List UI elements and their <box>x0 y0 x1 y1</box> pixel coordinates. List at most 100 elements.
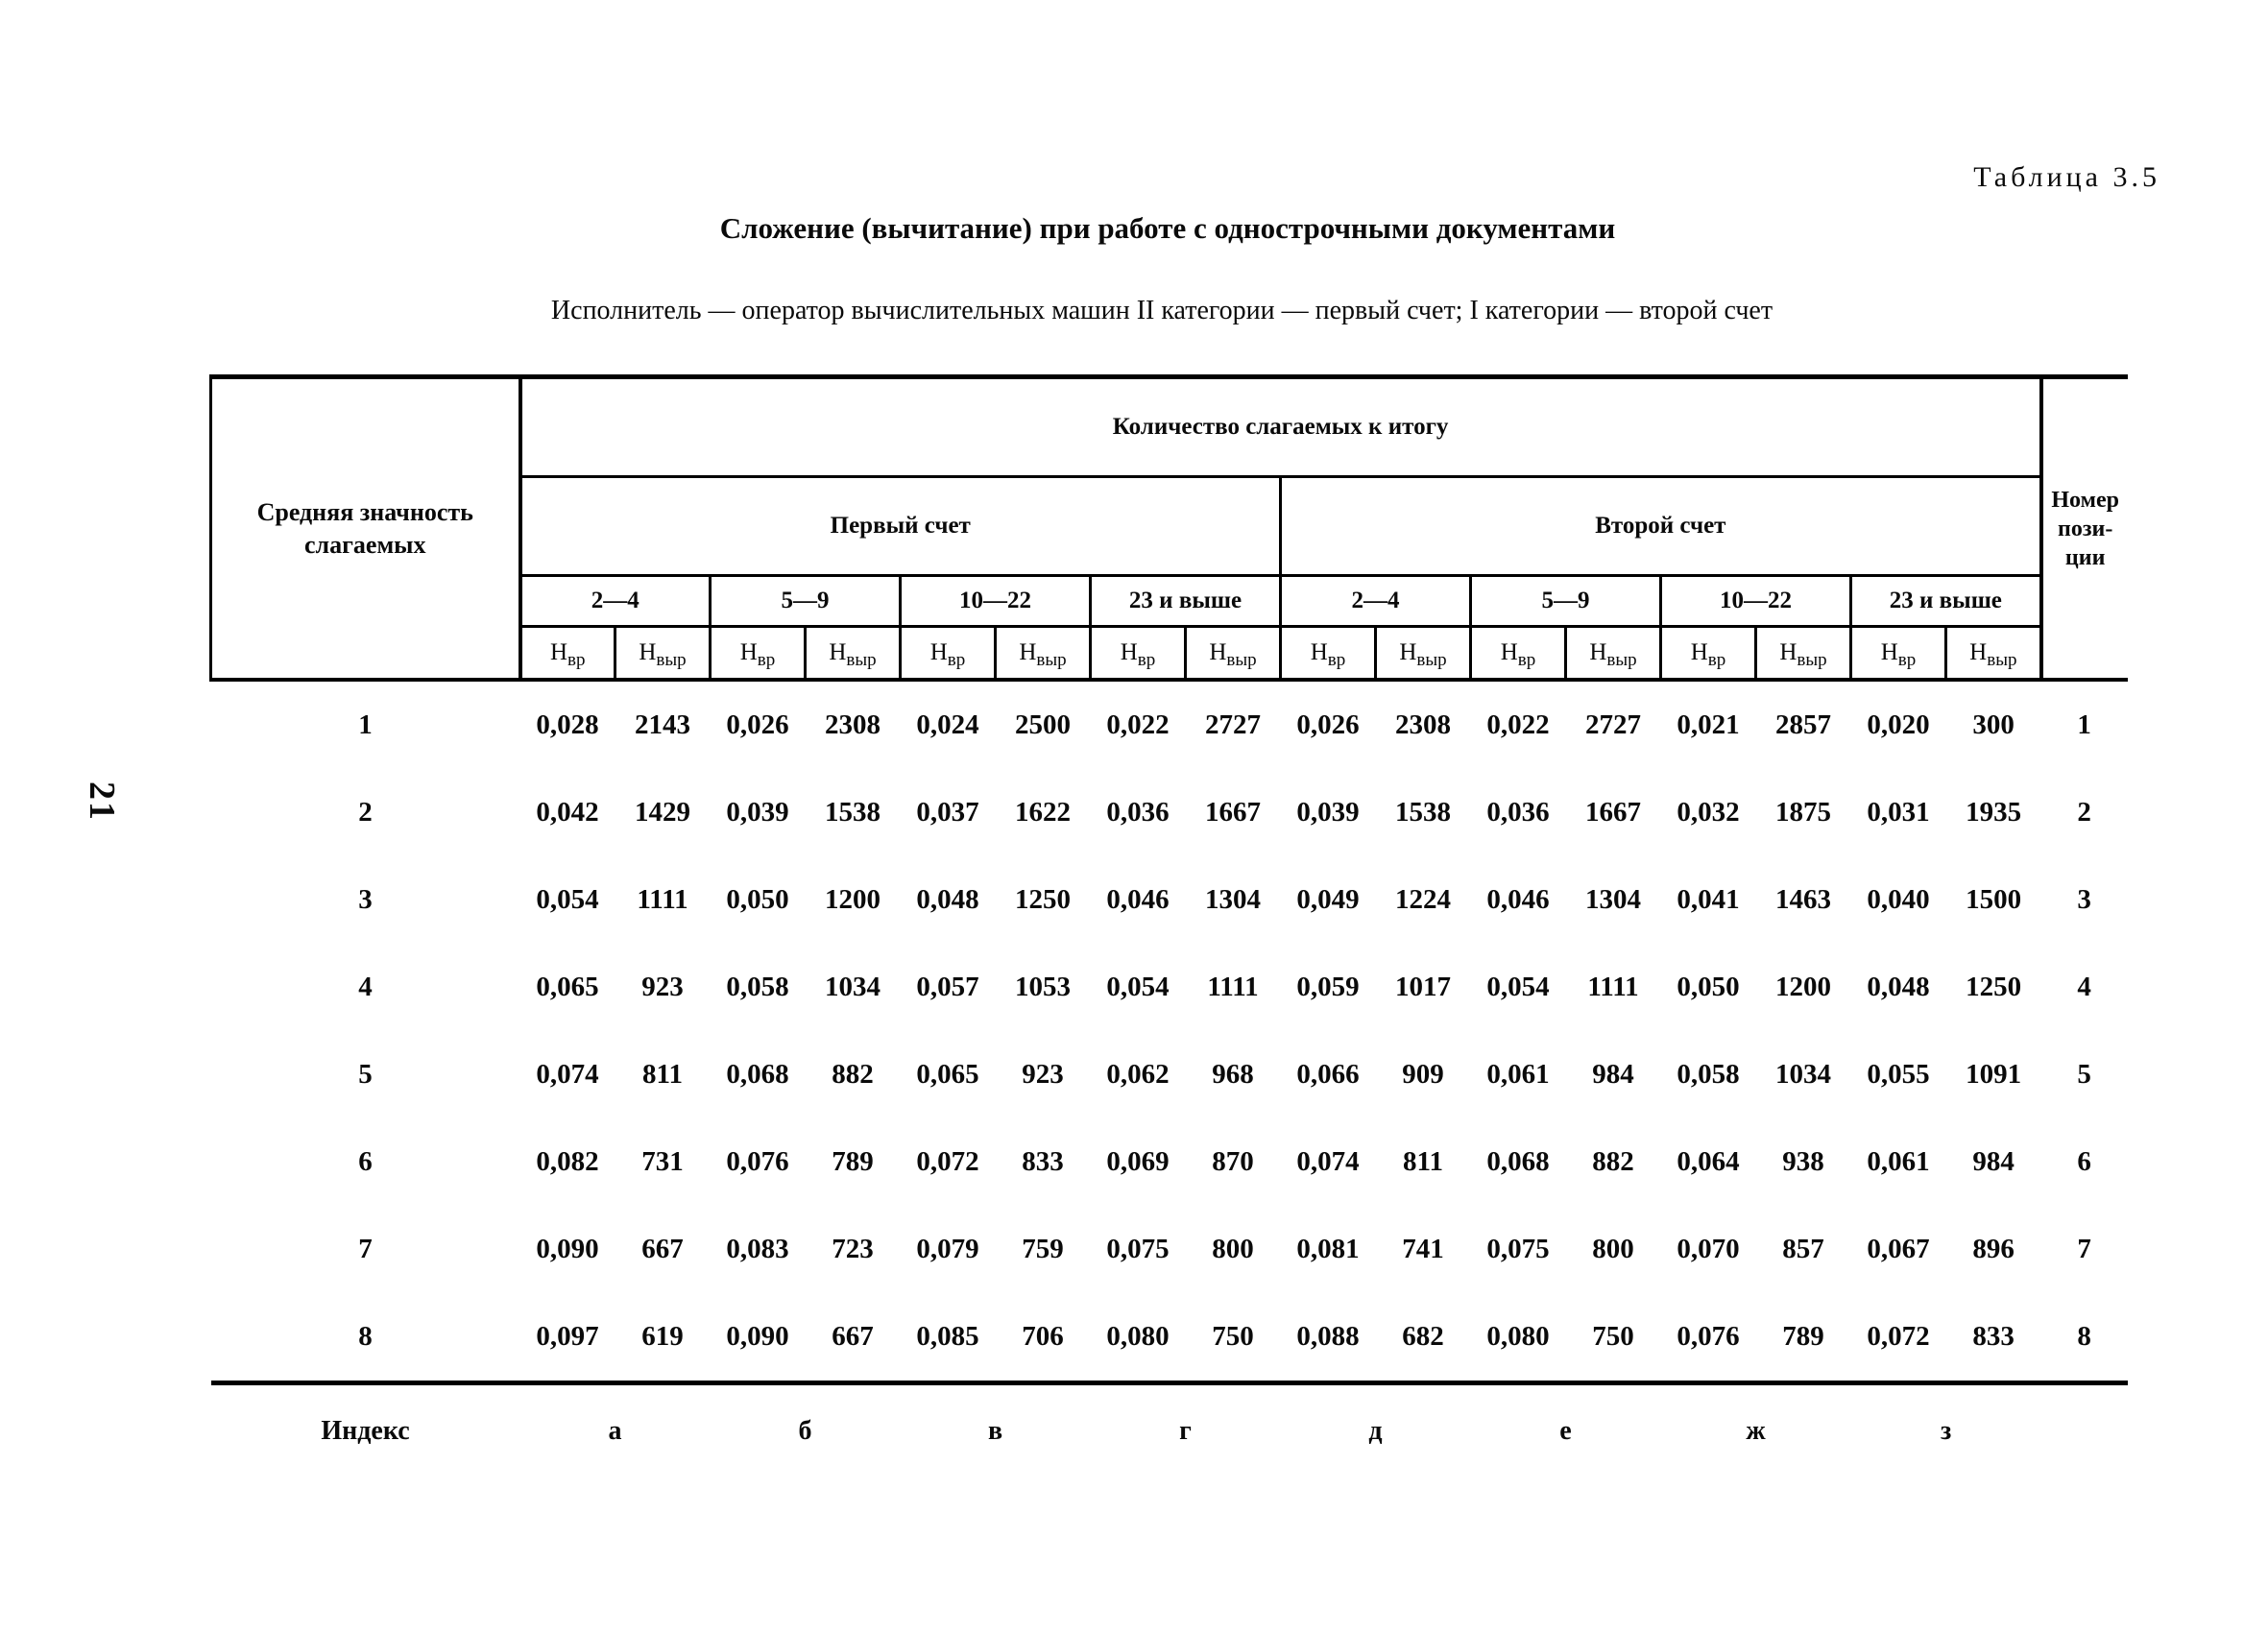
value-cell: 759 <box>1022 1234 1064 1264</box>
position-number: 6 <box>2077 1146 2091 1177</box>
doc-title: Сложение (вычитание) при работе с одност… <box>719 211 1616 245</box>
value-cell: 667 <box>641 1234 684 1264</box>
value-cell: 1875 <box>1775 797 1831 828</box>
nvr-header: Нвр <box>1280 626 1377 682</box>
index-empty-cell <box>2040 1381 2128 1477</box>
value-cell: 0,058 <box>726 972 789 1002</box>
value-cell: 1034 <box>1775 1059 1831 1090</box>
nvr-header: Нвр <box>1470 626 1567 682</box>
unit-sub: выр <box>846 650 877 670</box>
qty-span-header: Количество слагаемых к итогу <box>519 374 2041 478</box>
value-cell: 300 <box>1972 709 2015 740</box>
unit-base: Н <box>739 639 758 665</box>
value-cell: 1500 <box>1966 884 2022 915</box>
value-cell: 0,021 <box>1677 709 1740 740</box>
nvyr-header: Нвыр <box>1565 626 1662 682</box>
value-cell: 833 <box>1972 1321 2015 1352</box>
index-letter: а <box>519 1381 711 1477</box>
value-cell: 0,075 <box>1486 1234 1550 1264</box>
value-cell: 2727 <box>1585 709 1641 740</box>
value-cell: 0,050 <box>726 884 789 915</box>
unit-base: Н <box>829 639 847 665</box>
nvyr-header: Нвыр <box>1945 626 2041 682</box>
value-cell: 1111 <box>637 884 688 915</box>
unit-base: Н <box>1969 639 1988 665</box>
value-cell: 811 <box>1403 1146 1443 1177</box>
value-cell: 1429 <box>635 797 690 828</box>
value-cell: 0,090 <box>536 1234 599 1264</box>
value-cell: 1224 <box>1395 884 1451 915</box>
index-letter: д <box>1280 1381 1471 1477</box>
avg-value: 2 <box>358 797 373 828</box>
value-cell: 0,067 <box>1867 1234 1930 1264</box>
nvr-header: Нвр <box>900 626 997 682</box>
index-letter: в <box>900 1381 1091 1477</box>
value-cell: 0,080 <box>1486 1321 1550 1352</box>
unit-sub: вр <box>1327 650 1346 670</box>
range-header: 23 и выше <box>1090 575 1282 628</box>
value-cell: 0,062 <box>1106 1059 1170 1090</box>
avg-value: 6 <box>358 1146 373 1177</box>
value-cell: 0,046 <box>1106 884 1170 915</box>
value-cell: 0,041 <box>1677 884 1740 915</box>
value-cell: 0,070 <box>1677 1234 1740 1264</box>
position-number: 8 <box>2077 1321 2091 1352</box>
value-cell: 0,039 <box>1296 797 1360 828</box>
value-cell: 0,064 <box>1677 1146 1740 1177</box>
value-cell: 0,058 <box>1677 1059 1740 1090</box>
value-cell: 0,048 <box>1867 972 1930 1002</box>
value-cell: 909 <box>1402 1059 1444 1090</box>
value-cell: 0,024 <box>916 709 979 740</box>
value-cell: 968 <box>1212 1059 1254 1090</box>
value-cell: 0,046 <box>1486 884 1550 915</box>
value-cell: 0,072 <box>916 1146 979 1177</box>
value-cell: 1538 <box>1395 797 1451 828</box>
norms-table: Средняя значность слагаемых Количество с… <box>209 374 2128 1477</box>
value-cell: 0,066 <box>1296 1059 1360 1090</box>
unit-sub: вр <box>1897 650 1917 670</box>
position-number: 5 <box>2077 1059 2091 1090</box>
range-header: 23 и выше <box>1850 575 2041 628</box>
second-count-header: Второй счет <box>1280 476 2041 577</box>
value-cell: 2727 <box>1205 709 1261 740</box>
nvr-header: Нвр <box>710 626 807 682</box>
table-row: 5 0,074 811 0,068 882 0,065 923 0,062 96… <box>211 1031 2128 1118</box>
value-cell: 1200 <box>1775 972 1831 1002</box>
range-header: 2—4 <box>1280 575 1472 628</box>
value-cell: 896 <box>1972 1234 2015 1264</box>
value-cell: 833 <box>1022 1146 1064 1177</box>
value-cell: 0,090 <box>726 1321 789 1352</box>
value-cell: 789 <box>832 1146 874 1177</box>
value-cell: 923 <box>641 972 684 1002</box>
value-cell: 0,076 <box>726 1146 789 1177</box>
value-cell: 0,048 <box>916 884 979 915</box>
value-cell: 0,088 <box>1296 1321 1360 1352</box>
nvyr-header: Нвыр <box>1185 626 1282 682</box>
range-header: 10—22 <box>1660 575 1852 628</box>
range-header: 5—9 <box>710 575 902 628</box>
index-letter: з <box>1850 1381 2041 1477</box>
value-cell: 0,055 <box>1867 1059 1930 1090</box>
unit-base: Н <box>1690 639 1708 665</box>
first-count-header: Первый счет <box>519 476 1282 577</box>
table-row: 1 0,028 2143 0,026 2308 0,024 2500 0,022… <box>211 680 2128 769</box>
value-cell: 0,061 <box>1867 1146 1930 1177</box>
value-cell: 0,075 <box>1106 1234 1170 1264</box>
value-cell: 0,081 <box>1296 1234 1360 1264</box>
index-letter: ж <box>1660 1381 1851 1477</box>
value-cell: 1304 <box>1205 884 1261 915</box>
value-cell: 0,022 <box>1486 709 1550 740</box>
value-cell: 984 <box>1972 1146 2015 1177</box>
avg-value: 7 <box>358 1234 373 1264</box>
unit-sub: вр <box>1517 650 1536 670</box>
value-cell: 0,074 <box>1296 1146 1360 1177</box>
unit-sub: вр <box>947 650 966 670</box>
doc-subtitle: Исполнитель — оператор вычислительных ма… <box>550 296 1773 325</box>
value-cell: 0,065 <box>536 972 599 1002</box>
value-cell: 0,050 <box>1677 972 1740 1002</box>
value-cell: 882 <box>1592 1146 1634 1177</box>
value-cell: 0,036 <box>1486 797 1550 828</box>
value-cell: 619 <box>641 1321 684 1352</box>
value-cell: 0,026 <box>726 709 789 740</box>
